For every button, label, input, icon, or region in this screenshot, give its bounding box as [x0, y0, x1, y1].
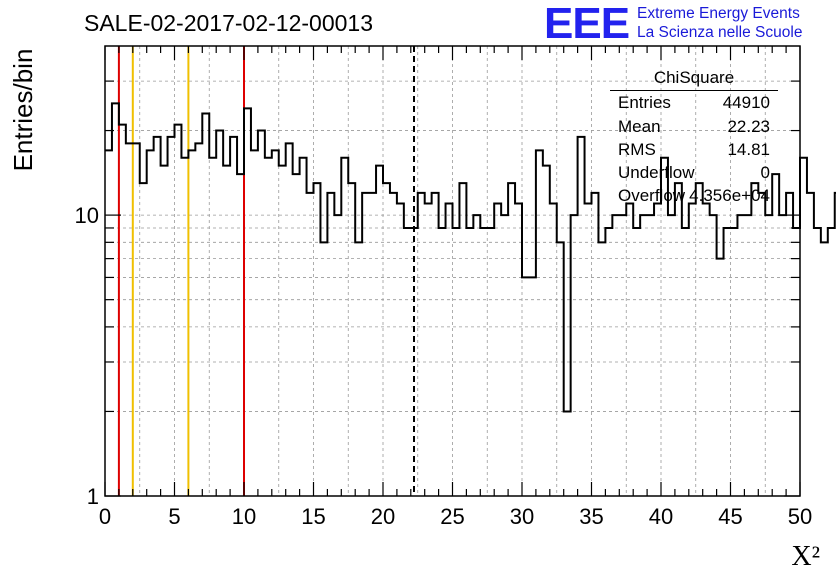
- reference-lines: [117, 46, 415, 496]
- stats-row-underflow: Underflow 0: [618, 163, 770, 185]
- x-tick-labels: 0 5 10 15 20 25 30 35 40 45 50: [99, 504, 812, 529]
- x-tick-label: 5: [168, 504, 180, 529]
- chart-title: SALE-02-2017-02-12-00013: [84, 10, 373, 36]
- stats-label: Entries: [618, 93, 671, 112]
- stats-label: Overflow: [618, 186, 686, 205]
- stats-box: ChiSquare Entries 44910 Mean 22.23 RMS 1…: [610, 68, 778, 208]
- x-tick-label: 10: [232, 504, 256, 529]
- stats-value: 0: [760, 163, 770, 182]
- stats-title: ChiSquare: [653, 68, 735, 87]
- eee-logo: EEE Extreme Energy Events La Scienza nel…: [544, 2, 834, 46]
- logo-line-2: La Scienza nelle Scuole: [637, 24, 803, 41]
- x-tick-label: 15: [301, 504, 325, 529]
- histogram-line: [105, 102, 836, 413]
- x-tick-label: 35: [579, 504, 603, 529]
- stats-row-mean: Mean 22.23: [618, 117, 770, 139]
- y-tick-label: 10: [75, 203, 99, 228]
- logo-line-1: Extreme Energy Events: [637, 5, 800, 22]
- stats-row-rms: RMS 14.81: [618, 140, 770, 162]
- axis-ticks: [104, 46, 801, 497]
- stats-divider: [610, 90, 778, 91]
- stats-label: Underflow: [618, 163, 695, 182]
- x-tick-label: 20: [371, 504, 395, 529]
- stats-label: RMS: [618, 140, 656, 159]
- y-axis-label: Entries/bin: [8, 49, 38, 172]
- stats-row-overflow: Overflow 4.356e+04: [618, 186, 770, 208]
- x-tick-label: 25: [440, 504, 464, 529]
- stats-label: Mean: [618, 117, 661, 136]
- x-tick-label: 50: [788, 504, 812, 529]
- stats-value: 14.81: [727, 140, 770, 159]
- x-axis-label: X²: [791, 541, 820, 572]
- x-tick-label: 30: [510, 504, 534, 529]
- stats-value: 22.23: [727, 117, 770, 136]
- stats-row-entries: Entries 44910: [618, 93, 770, 115]
- y-tick-label: 1: [87, 484, 99, 509]
- x-tick-label: 40: [649, 504, 673, 529]
- logo-mark: EEE: [544, 0, 630, 48]
- x-tick-label: 45: [718, 504, 742, 529]
- x-tick-label: 0: [99, 504, 111, 529]
- stats-value: 44910: [722, 93, 770, 112]
- y-tick-labels: 1 10: [75, 203, 99, 509]
- stats-value: 4.356e+04: [689, 186, 770, 205]
